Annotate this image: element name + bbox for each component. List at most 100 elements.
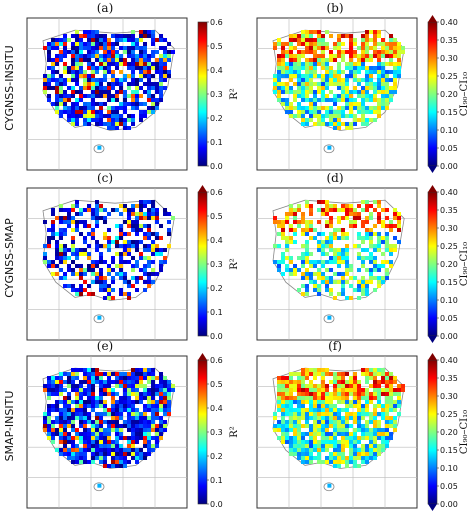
grid-cell (393, 74, 397, 78)
grid-cell (333, 122, 337, 126)
grid-cell (277, 420, 281, 424)
grid-cell (325, 400, 329, 404)
grid-cell (297, 102, 301, 106)
grid-cell (143, 264, 147, 268)
grid-cell (341, 420, 345, 424)
grid-cell (313, 90, 317, 94)
grid-cell (317, 460, 321, 464)
grid-cell (373, 368, 377, 372)
grid-cell (87, 42, 91, 46)
grid-cell (329, 276, 333, 280)
grid-cell (361, 412, 365, 416)
grid-cell (321, 118, 325, 122)
grid-cell (47, 380, 51, 384)
grid-cell (321, 444, 325, 448)
grid-cell (377, 236, 381, 240)
grid-cell (127, 380, 131, 384)
grid-cell (163, 400, 167, 404)
grid-cell (91, 376, 95, 380)
grid-cell (341, 50, 345, 54)
grid-cell (385, 424, 389, 428)
grid-cell (357, 388, 361, 392)
grid-cell (75, 46, 79, 50)
grid-cell (341, 98, 345, 102)
grid-cell (107, 444, 111, 448)
grid-cell (285, 412, 289, 416)
grid-cell (75, 110, 79, 114)
colorbar-tick-label: 0.40 (440, 18, 458, 27)
grid-cell (313, 436, 317, 440)
colorbar-tick-label: 0.3 (210, 260, 223, 269)
map-panel-c (26, 187, 188, 341)
grid-cell (111, 94, 115, 98)
grid-cell (83, 460, 87, 464)
grid-cell (397, 388, 401, 392)
grid-cell (67, 248, 71, 252)
grid-cell (345, 66, 349, 70)
grid-cell (75, 118, 79, 122)
grid-cell (147, 54, 151, 58)
grid-cell (111, 452, 115, 456)
grid-cell (293, 58, 297, 62)
grid-cell (317, 98, 321, 102)
grid-cell (325, 384, 329, 388)
grid-cell (385, 94, 389, 98)
grid-cell (385, 388, 389, 392)
grid-cell (361, 34, 365, 38)
grid-cell (63, 220, 67, 224)
grid-cell (143, 388, 147, 392)
grid-cell (309, 428, 313, 432)
grid-cell (59, 420, 63, 424)
grid-cell (83, 280, 87, 284)
grid-cell (127, 220, 131, 224)
grid-cell (71, 424, 75, 428)
grid-cell (83, 368, 87, 372)
grid-cell (361, 42, 365, 46)
grid-cell (123, 248, 127, 252)
grid-cell (297, 388, 301, 392)
grid-cell (377, 30, 381, 34)
grid-cell (289, 62, 293, 66)
grid-cell (349, 284, 353, 288)
grid-cell (97, 483, 102, 488)
grid-cell (341, 86, 345, 90)
grid-cell (67, 412, 71, 416)
grid-cell (163, 248, 167, 252)
grid-cell (377, 444, 381, 448)
grid-cell (83, 224, 87, 228)
grid-cell (313, 396, 317, 400)
grid-cell (393, 82, 397, 86)
grid-cell (353, 460, 357, 464)
grid-cell (143, 372, 147, 376)
grid-cell (59, 54, 63, 58)
grid-cell (151, 200, 155, 204)
grid-cell (321, 432, 325, 436)
grid-cell (51, 264, 55, 268)
grid-cell (55, 82, 59, 86)
grid-cell (333, 416, 337, 420)
grid-cell (381, 236, 385, 240)
grid-cell (381, 74, 385, 78)
grid-cell (325, 408, 329, 412)
grid-cell (131, 74, 135, 78)
grid-cell (83, 372, 87, 376)
colorbar-tick-label: 0.0 (210, 162, 223, 171)
grid-cell (329, 292, 333, 296)
grid-cell (341, 276, 345, 280)
grid-cells (273, 30, 405, 150)
grid-cell (111, 62, 115, 66)
grid-cell (285, 240, 289, 244)
grid-cell (91, 436, 95, 440)
grid-cell (55, 70, 59, 74)
grid-cell (83, 444, 87, 448)
grid-cell (123, 436, 127, 440)
grid-cell (301, 276, 305, 280)
grid-cell (309, 280, 313, 284)
grid-cell (163, 412, 167, 416)
grid-cell (393, 90, 397, 94)
grid-cell (55, 110, 59, 114)
grid-cell (135, 392, 139, 396)
grid-cell (301, 118, 305, 122)
grid-cell (337, 256, 341, 260)
colorbar-tick-label: 0.0 (210, 332, 223, 341)
